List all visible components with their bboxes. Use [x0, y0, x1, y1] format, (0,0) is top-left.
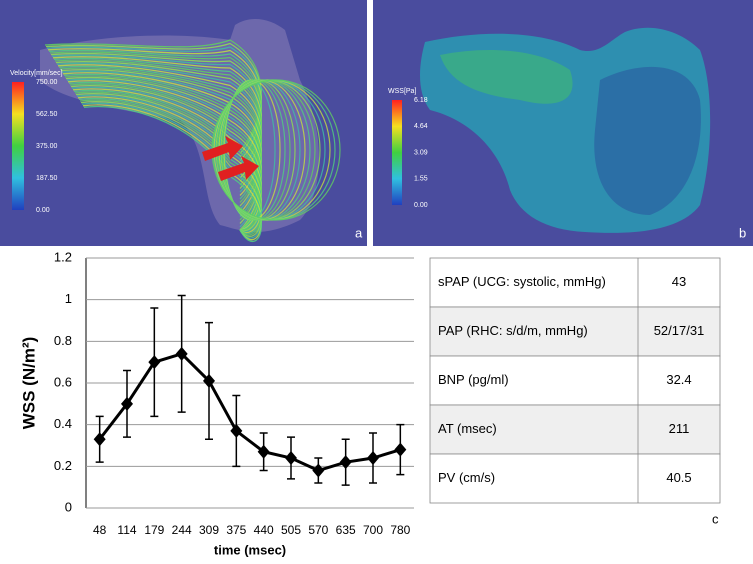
colorbar-label: 750.00 [36, 79, 58, 86]
table-row [429, 355, 721, 406]
streamline [53, 57, 263, 182]
streamline [71, 86, 262, 231]
x-axis-label: time (msec) [214, 542, 286, 557]
table: sPAP (UCG: systolic, mmHg) 43 PAP (RHC: s/… [429, 257, 721, 504]
colorbar-label: 0.00 [414, 202, 428, 209]
table-cell: 32.4 [666, 372, 691, 387]
table-row [429, 453, 721, 504]
wss-region [440, 50, 573, 104]
x-tick-label: 700 [363, 523, 383, 537]
y-tick-label: 0.2 [54, 458, 72, 473]
streamline [48, 49, 263, 165]
streamline [49, 51, 263, 168]
streamline [51, 54, 263, 175]
x-tick-label: 635 [336, 523, 356, 537]
panel-letter: a [355, 225, 363, 240]
table-cell: 211 [669, 421, 690, 436]
table-cell: sPAP (UCG: systolic, mmHg) [438, 274, 606, 289]
table-row [429, 404, 721, 455]
data-point [285, 451, 297, 465]
x-tick-label: 570 [308, 523, 328, 537]
panel-letter: c [712, 511, 719, 526]
panel-letter: b [739, 225, 746, 240]
colorbar-label: 1.55 [414, 176, 428, 183]
data-point [121, 396, 133, 411]
colorbar-label: 187.50 [36, 175, 58, 182]
y-tick-label: 0.8 [54, 333, 72, 348]
table-cell: 43 [672, 274, 686, 289]
table-cell: AT (msec) [438, 421, 497, 436]
x-tick-label: 505 [281, 523, 301, 537]
data-point [93, 432, 106, 447]
x-tick-label: 114 [117, 523, 136, 537]
table-cell: PV (cm/s) [438, 470, 495, 485]
streamline [72, 88, 262, 231]
streamline [52, 56, 263, 179]
streamline [46, 46, 263, 158]
data-point [148, 355, 161, 370]
colorbar-title: Velocity[mm/sec] [10, 70, 63, 77]
colorbar-label: 6.18 [414, 97, 428, 104]
data-line [98, 352, 401, 473]
streamline [80, 101, 263, 237]
x-tick-label: 440 [254, 523, 274, 537]
arrow [218, 156, 259, 181]
table-cell: 52/17/31 [654, 323, 705, 338]
y-tick-label: 0.6 [54, 374, 72, 389]
arrow [202, 136, 243, 161]
colorbar-title: WSS[Pa] [388, 88, 416, 95]
y-axis-label: WSS (N/m²) [19, 337, 38, 430]
streamline [44, 39, 263, 151]
panel-b: WSS[Pa] b [373, 0, 753, 246]
data-point [394, 442, 407, 457]
data-point [339, 455, 352, 470]
x-tick-label: 244 [172, 523, 192, 537]
chart: WSS (N/m²) time (msec) 0 0.2 0.4 0.6 0.8 1 1.2… [19, 249, 414, 557]
x-tick-label: 309 [199, 523, 219, 537]
data-point [312, 463, 325, 478]
streamline [50, 52, 263, 172]
colorbar-label: 4.64 [414, 123, 428, 130]
table-row [429, 306, 721, 357]
x-tick-label: 179 [144, 523, 164, 537]
x-tick-label: 780 [390, 523, 410, 537]
y-tick-label: 1 [65, 291, 72, 306]
data-point [203, 373, 215, 388]
table-row [429, 257, 721, 308]
streamline [47, 48, 263, 161]
y-tick-label: 0.4 [54, 416, 72, 431]
data-point [367, 451, 379, 465]
x-tick-label: 375 [226, 523, 246, 537]
table-cell: BNP (pg/ml) [438, 372, 509, 387]
wss-region [594, 66, 701, 215]
table-cell: PAP (RHC: s/d/m, mmHg) [438, 323, 588, 338]
x-tick-label: 48 [93, 523, 107, 537]
streamline [45, 42, 263, 154]
colorbar [12, 82, 24, 210]
table-cell: 40.5 [666, 470, 691, 485]
y-tick-label: 0 [65, 499, 72, 514]
data-point [230, 423, 243, 438]
colorbar-label: 562.50 [36, 111, 58, 118]
data-point [257, 444, 270, 459]
colorbar [392, 100, 402, 205]
colorbar-label: 0.00 [36, 207, 50, 214]
colorbar-label: 3.09 [414, 149, 428, 156]
streamline [79, 99, 263, 236]
colorbar-label: 375.00 [36, 143, 58, 150]
y-tick-label: 1.2 [54, 249, 72, 264]
panel-a: Velocity[mm/sec] a [0, 0, 367, 246]
data-point [175, 346, 188, 361]
